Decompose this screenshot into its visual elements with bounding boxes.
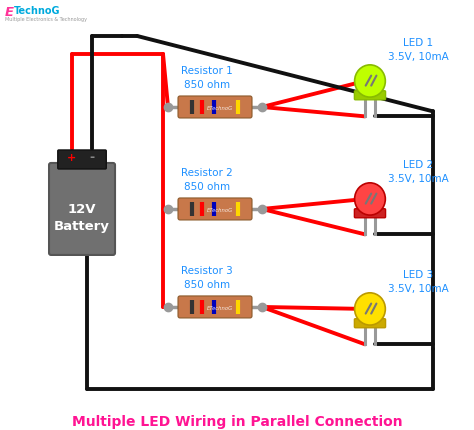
Text: Multiple LED Wiring in Parallel Connection: Multiple LED Wiring in Parallel Connecti… xyxy=(72,414,402,428)
FancyBboxPatch shape xyxy=(355,319,385,328)
Text: Resistor 3
850 ohm: Resistor 3 850 ohm xyxy=(181,265,233,289)
Text: Multiple Electronics & Technology: Multiple Electronics & Technology xyxy=(5,17,87,22)
Ellipse shape xyxy=(355,66,385,98)
Text: LED 1
3.5V, 10mA: LED 1 3.5V, 10mA xyxy=(388,38,448,62)
FancyBboxPatch shape xyxy=(178,97,252,119)
Text: -: - xyxy=(90,151,95,164)
Text: 12V
Battery: 12V Battery xyxy=(54,203,110,233)
Text: ETechnoG: ETechnoG xyxy=(207,306,233,311)
FancyBboxPatch shape xyxy=(178,296,252,318)
Ellipse shape xyxy=(355,293,385,326)
Text: ETechnoG: ETechnoG xyxy=(207,208,233,213)
FancyBboxPatch shape xyxy=(178,199,252,221)
Text: +: + xyxy=(67,153,76,163)
FancyBboxPatch shape xyxy=(49,163,115,255)
Text: TechnoG: TechnoG xyxy=(14,6,61,16)
Text: Resistor 1
850 ohm: Resistor 1 850 ohm xyxy=(181,66,233,90)
FancyBboxPatch shape xyxy=(355,209,385,218)
Text: LED 3
3.5V, 10mA: LED 3 3.5V, 10mA xyxy=(388,269,448,293)
Ellipse shape xyxy=(355,184,385,215)
FancyBboxPatch shape xyxy=(58,150,106,169)
Text: ETechnoG: ETechnoG xyxy=(207,106,233,111)
FancyBboxPatch shape xyxy=(355,92,385,101)
Text: Resistor 2
850 ohm: Resistor 2 850 ohm xyxy=(181,168,233,191)
Text: LED 2
3.5V, 10mA: LED 2 3.5V, 10mA xyxy=(388,160,448,184)
Text: E: E xyxy=(5,6,14,19)
